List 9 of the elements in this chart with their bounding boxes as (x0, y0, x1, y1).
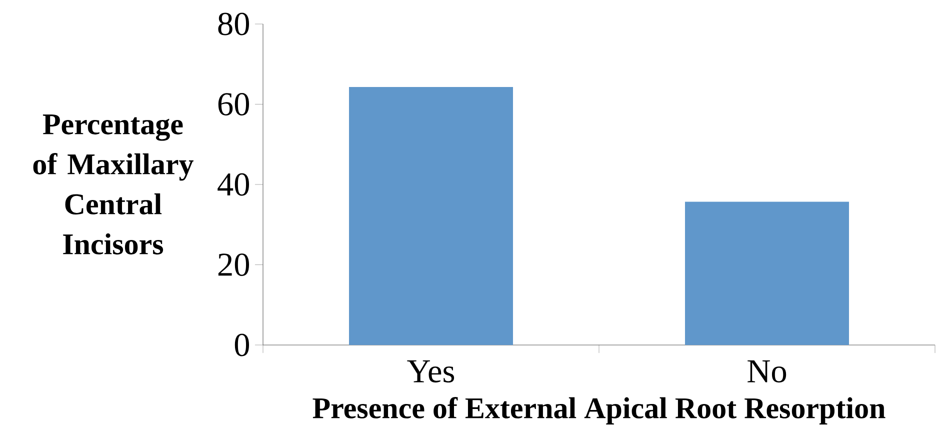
x-tick-label: No (748, 360, 786, 383)
x-tick-label: Yes (407, 360, 454, 383)
y-tick-label: 60 (218, 93, 250, 116)
y-tick-label: 0 (234, 334, 250, 356)
y-tick-label: 20 (218, 253, 250, 276)
y-axis-title: Percentage of Maxillary Central Incisors (33, 114, 194, 254)
y-tick-label: 40 (218, 173, 250, 196)
x-axis-title: Presence of External Apical Root Resorption (312, 397, 886, 425)
y-tick-label: 80 (218, 12, 250, 36)
